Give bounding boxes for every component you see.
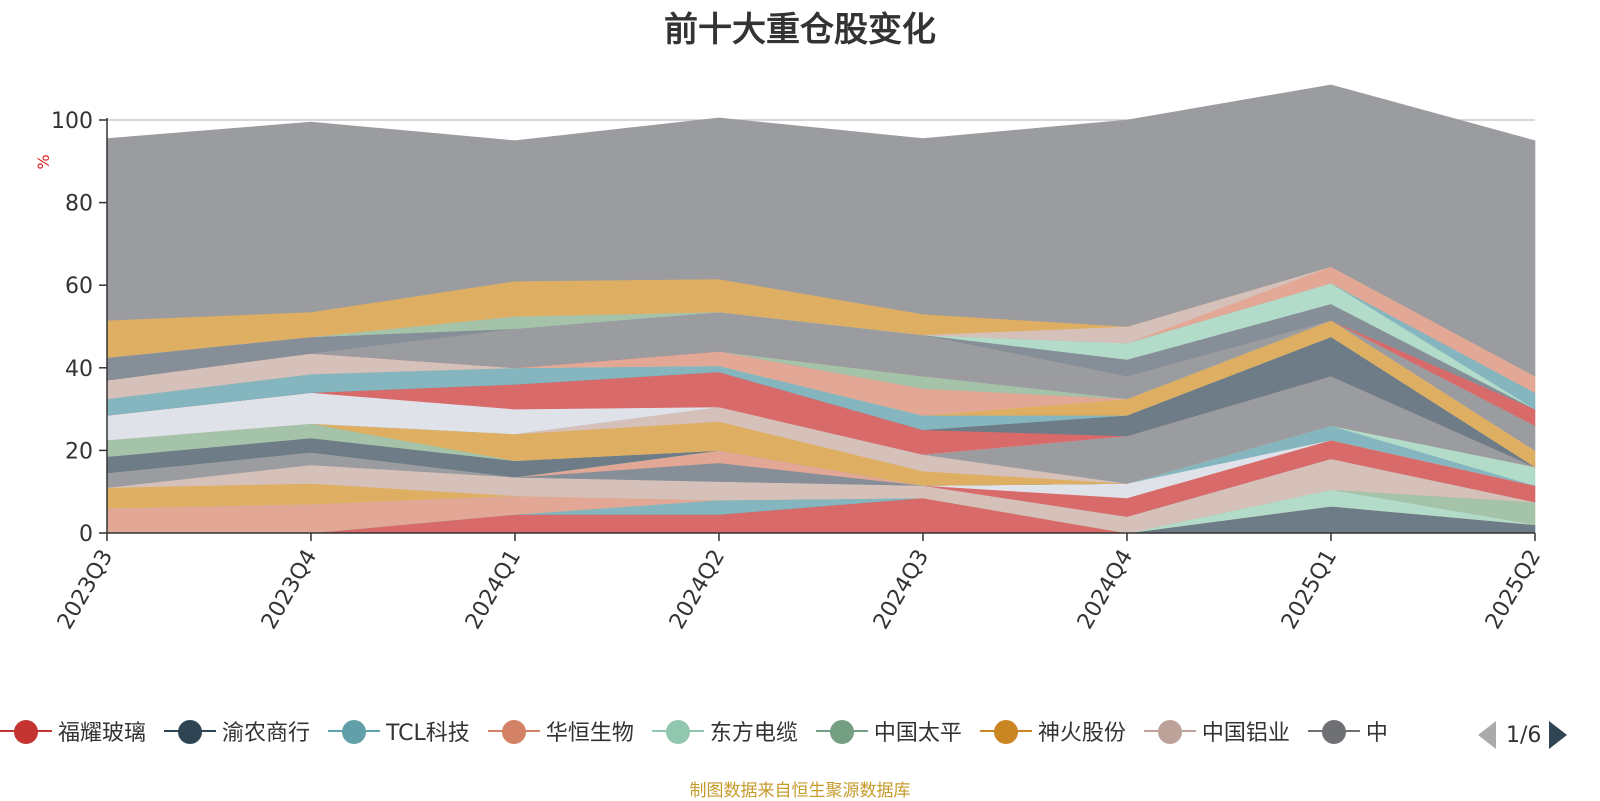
- y-axis-label: %: [34, 154, 53, 169]
- legend-marker-icon: [979, 716, 1032, 746]
- legend-pager: 1/6: [1478, 717, 1600, 753]
- legend-label: 东方电缆: [709, 721, 798, 746]
- y-tick-label: 80: [65, 192, 93, 217]
- area-series-43[interactable]: [106, 84, 1536, 377]
- legend-label: 福耀玻璃: [58, 721, 147, 746]
- legend-label: 华恒生物: [545, 721, 634, 746]
- legend-item[interactable]: 东方电缆: [651, 715, 798, 747]
- legend-marker-icon: [0, 716, 52, 746]
- legend: 福耀玻璃 渝农商行 TCL科技 华恒生物 东方电缆 中国太平 神火股份 中国铝业 中: [0, 715, 1480, 755]
- legend-item[interactable]: 中国铝业: [1143, 715, 1290, 747]
- legend-item[interactable]: 神火股份: [979, 715, 1126, 747]
- legend-marker-icon: [487, 716, 540, 746]
- stacked-area-chart: 0 20 40 60 80 100 2023Q3 2023Q4 2024Q1 2024Q2 2024…: [34, 84, 1546, 634]
- legend-marker-icon: [328, 716, 381, 746]
- legend-item[interactable]: 福耀玻璃: [0, 715, 146, 747]
- legend-item[interactable]: 华恒生物: [487, 715, 634, 747]
- legend-item[interactable]: 中: [1307, 715, 1388, 747]
- legend-item[interactable]: 渝农商行: [164, 715, 310, 747]
- y-tick-label: 0: [79, 522, 93, 547]
- legend-item[interactable]: 中国太平: [815, 715, 962, 747]
- legend-next-page-icon[interactable]: [1549, 721, 1568, 749]
- legend-label: TCL科技: [386, 721, 470, 746]
- legend-label: 渝农商行: [222, 721, 311, 746]
- legend-page-info: 1/6: [1506, 722, 1542, 748]
- chart-title: 前十大重仓股变化: [664, 10, 936, 50]
- y-tick-label: 60: [65, 274, 93, 299]
- legend-marker-icon: [651, 716, 704, 746]
- legend-label: 神火股份: [1037, 721, 1126, 746]
- y-tick-label: 100: [51, 109, 93, 134]
- x-tick-label: 2023Q4: [257, 546, 322, 634]
- y-tick-label: 40: [65, 357, 93, 382]
- y-tick-label: 20: [65, 439, 93, 464]
- legend-marker-icon: [164, 716, 217, 746]
- legend-marker-icon: [1307, 716, 1360, 746]
- legend-label: 中国太平: [873, 721, 962, 746]
- data-source-note: 制图数据来自恒生聚源数据库: [689, 781, 911, 801]
- legend-item[interactable]: TCL科技: [328, 715, 470, 747]
- x-tick-label: 2025Q2: [1481, 546, 1546, 634]
- legend-marker-icon: [815, 716, 868, 746]
- legend-marker-icon: [1143, 716, 1196, 746]
- legend-prev-page-icon[interactable]: [1478, 721, 1496, 749]
- x-tick-label: 2024Q3: [869, 546, 934, 634]
- x-tick-label: 2025Q1: [1277, 546, 1342, 634]
- legend-label: 中: [1365, 721, 1388, 746]
- x-tick-label: 2023Q3: [53, 546, 118, 634]
- x-tick-label: 2024Q4: [1073, 546, 1138, 634]
- area-series-group: [106, 84, 1536, 534]
- legend-label: 中国铝业: [1201, 721, 1290, 746]
- x-tick-label: 2024Q1: [461, 546, 526, 634]
- x-tick-label: 2024Q2: [665, 546, 730, 634]
